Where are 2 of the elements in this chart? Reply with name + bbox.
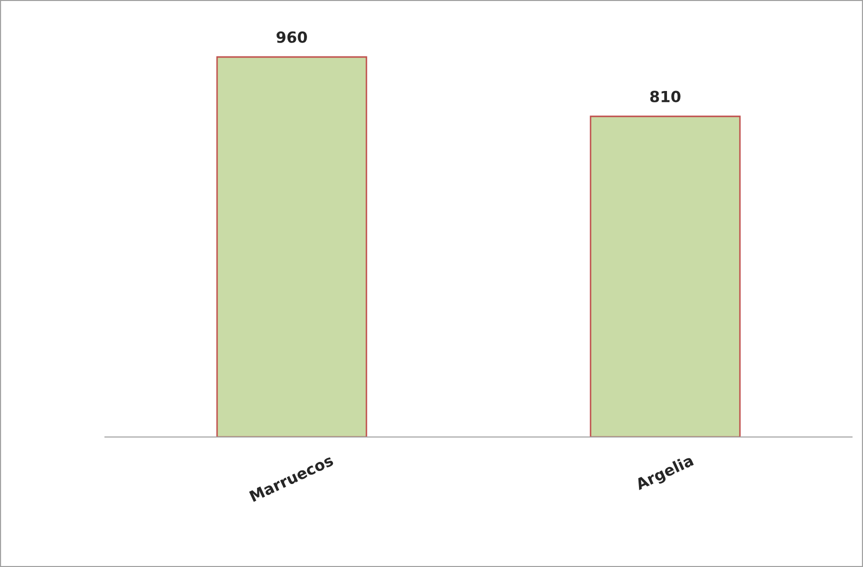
data-label: 810: [650, 90, 680, 102]
data-label: 960: [276, 31, 307, 43]
